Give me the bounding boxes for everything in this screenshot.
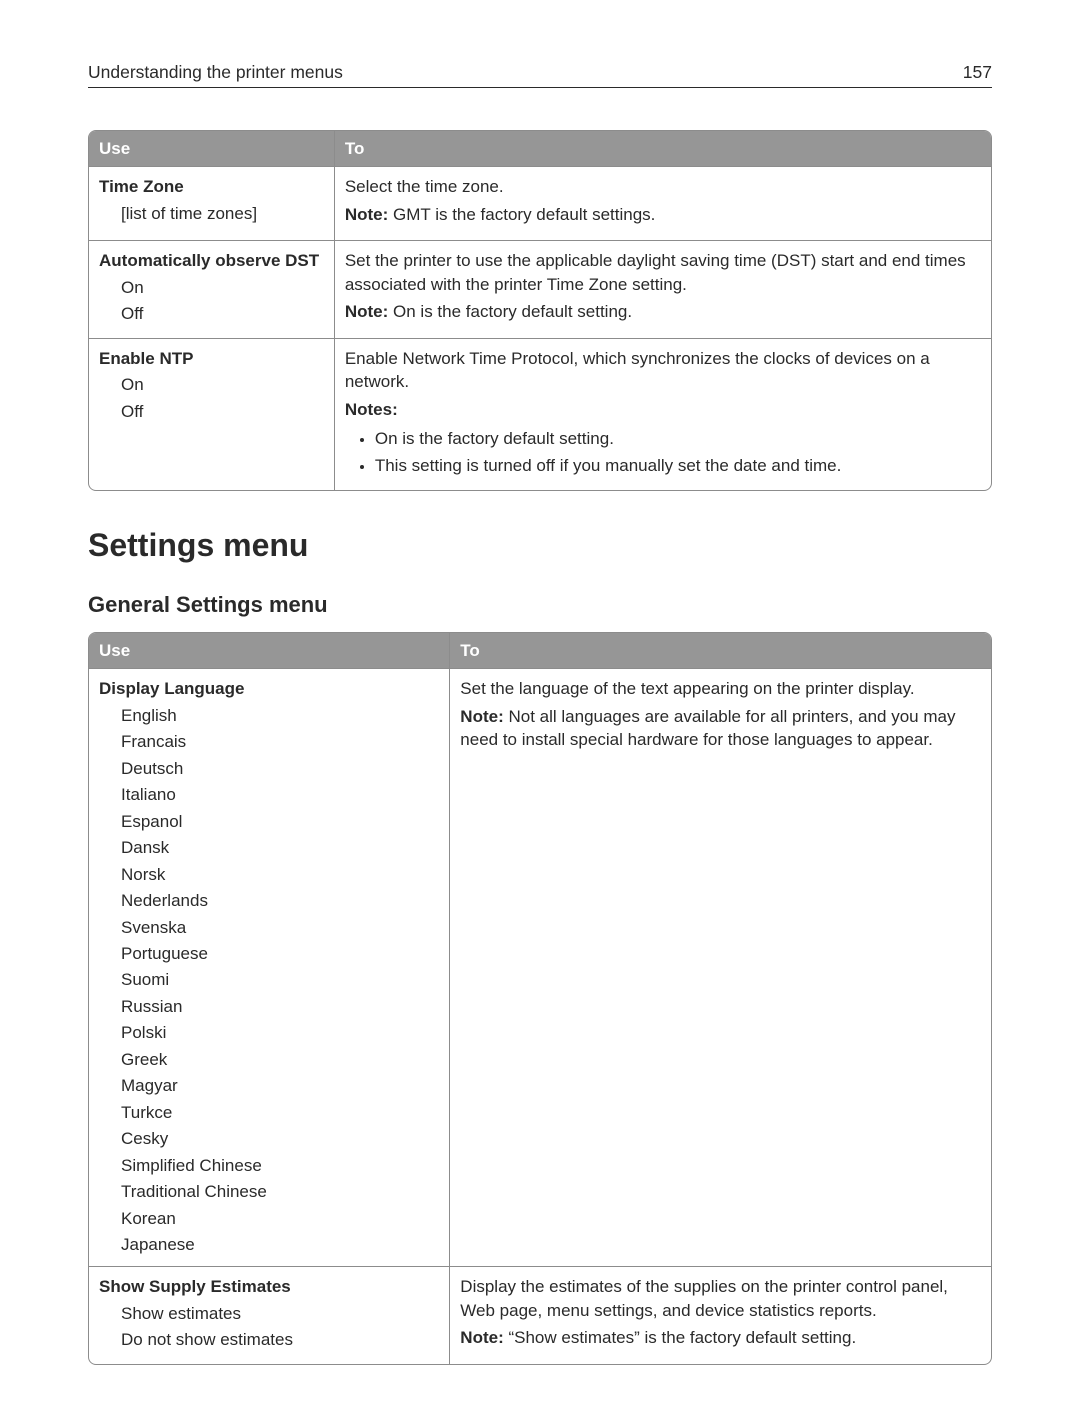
notes-label: Notes: [345, 400, 398, 419]
note-label: Note: [345, 302, 388, 321]
running-header: Understanding the printer menus 157 [88, 62, 992, 88]
general-settings-table: Use To Display Language English Francais… [88, 632, 992, 1365]
dst-label: Automatically observe DST [99, 249, 324, 272]
lang-7: Nederlands [121, 889, 439, 912]
time-zone-use-cell: Time Zone [list of time zones] [89, 167, 334, 241]
table2-header-to: To [450, 633, 991, 669]
dst-use-cell: Automatically observe DST On Off [89, 241, 334, 338]
runhead-page-number: 157 [963, 62, 992, 83]
settings-menu-heading: Settings menu [88, 527, 992, 564]
time-zone-label: Time Zone [99, 175, 324, 198]
display-language-use-cell: Display Language English Francais Deutsc… [89, 669, 450, 1267]
lang-8: Svenska [121, 916, 439, 939]
ntp-options: On Off [99, 373, 324, 423]
dst-desc: Set the printer to use the applicable da… [345, 249, 981, 296]
lang-14: Magyar [121, 1074, 439, 1097]
supply-option-1: Do not show estimates [121, 1328, 439, 1351]
display-language-desc: Set the language of the text appearing o… [460, 677, 981, 700]
ntp-option-off: Off [121, 400, 324, 423]
ntp-note-0: On is the factory default setting. [375, 427, 981, 450]
supply-estimates-note: Note: “Show estimates” is the factory de… [460, 1326, 981, 1349]
dst-option-off: Off [121, 302, 324, 325]
ntp-option-on: On [121, 373, 324, 396]
lang-19: Korean [121, 1207, 439, 1230]
time-zone-desc: Select the time zone. [345, 175, 981, 198]
lang-13: Greek [121, 1048, 439, 1071]
lang-12: Polski [121, 1021, 439, 1044]
time-zone-note-text: GMT is the factory default settings. [388, 205, 655, 224]
dst-options: On Off [99, 276, 324, 326]
lang-5: Dansk [121, 836, 439, 859]
note-label: Note: [460, 707, 503, 726]
note-label: Note: [345, 205, 388, 224]
time-zone-desc-cell: Select the time zone. Note: GMT is the f… [334, 167, 991, 241]
dst-note-text: On is the factory default setting. [388, 302, 632, 321]
lang-17: Simplified Chinese [121, 1154, 439, 1177]
general-settings-heading: General Settings menu [88, 592, 992, 618]
supply-estimates-desc: Display the estimates of the supplies on… [460, 1275, 981, 1322]
supply-estimates-desc-cell: Display the estimates of the supplies on… [450, 1267, 991, 1364]
supply-estimates-label: Show Supply Estimates [99, 1275, 439, 1298]
lang-16: Cesky [121, 1127, 439, 1150]
lang-0: English [121, 704, 439, 727]
supply-estimates-use-cell: Show Supply Estimates Show estimates Do … [89, 1267, 450, 1364]
lang-11: Russian [121, 995, 439, 1018]
dst-note: Note: On is the factory default setting. [345, 300, 981, 323]
table1-header-to: To [334, 131, 991, 167]
lang-10: Suomi [121, 968, 439, 991]
time-zone-options: [list of time zones] [99, 202, 324, 225]
display-language-note: Note: Not all languages are available fo… [460, 705, 981, 752]
lang-9: Portuguese [121, 942, 439, 965]
lang-20: Japanese [121, 1233, 439, 1256]
display-language-options: English Francais Deutsch Italiano Espano… [99, 704, 439, 1257]
ntp-note-1: This setting is turned off if you manual… [375, 454, 981, 477]
page: Understanding the printer menus 157 Use … [0, 0, 1080, 1405]
table2-header-use: Use [89, 633, 450, 669]
ntp-notes-list: On is the factory default setting. This … [345, 427, 981, 477]
lang-1: Francais [121, 730, 439, 753]
supply-estimates-options: Show estimates Do not show estimates [99, 1302, 439, 1352]
ntp-desc: Enable Network Time Protocol, which sync… [345, 347, 981, 394]
lang-3: Italiano [121, 783, 439, 806]
lang-2: Deutsch [121, 757, 439, 780]
lang-18: Traditional Chinese [121, 1180, 439, 1203]
lang-4: Espanol [121, 810, 439, 833]
display-language-label: Display Language [99, 677, 439, 700]
ntp-use-cell: Enable NTP On Off [89, 338, 334, 490]
runhead-title: Understanding the printer menus [88, 62, 343, 83]
time-settings-table: Use To Time Zone [list of time zones] Se… [88, 130, 992, 491]
dst-option-on: On [121, 276, 324, 299]
dst-desc-cell: Set the printer to use the applicable da… [334, 241, 991, 338]
time-zone-note: Note: GMT is the factory default setting… [345, 203, 981, 226]
display-language-note-text: Not all languages are available for all … [460, 707, 955, 749]
ntp-desc-cell: Enable Network Time Protocol, which sync… [334, 338, 991, 490]
ntp-label: Enable NTP [99, 347, 324, 370]
supply-estimates-note-text: “Show estimates” is the factory default … [504, 1328, 856, 1347]
note-label: Note: [460, 1328, 503, 1347]
time-zone-option-0: [list of time zones] [121, 202, 324, 225]
display-language-desc-cell: Set the language of the text appearing o… [450, 669, 991, 1267]
lang-6: Norsk [121, 863, 439, 886]
table1-header-use: Use [89, 131, 334, 167]
supply-option-0: Show estimates [121, 1302, 439, 1325]
lang-15: Turkce [121, 1101, 439, 1124]
